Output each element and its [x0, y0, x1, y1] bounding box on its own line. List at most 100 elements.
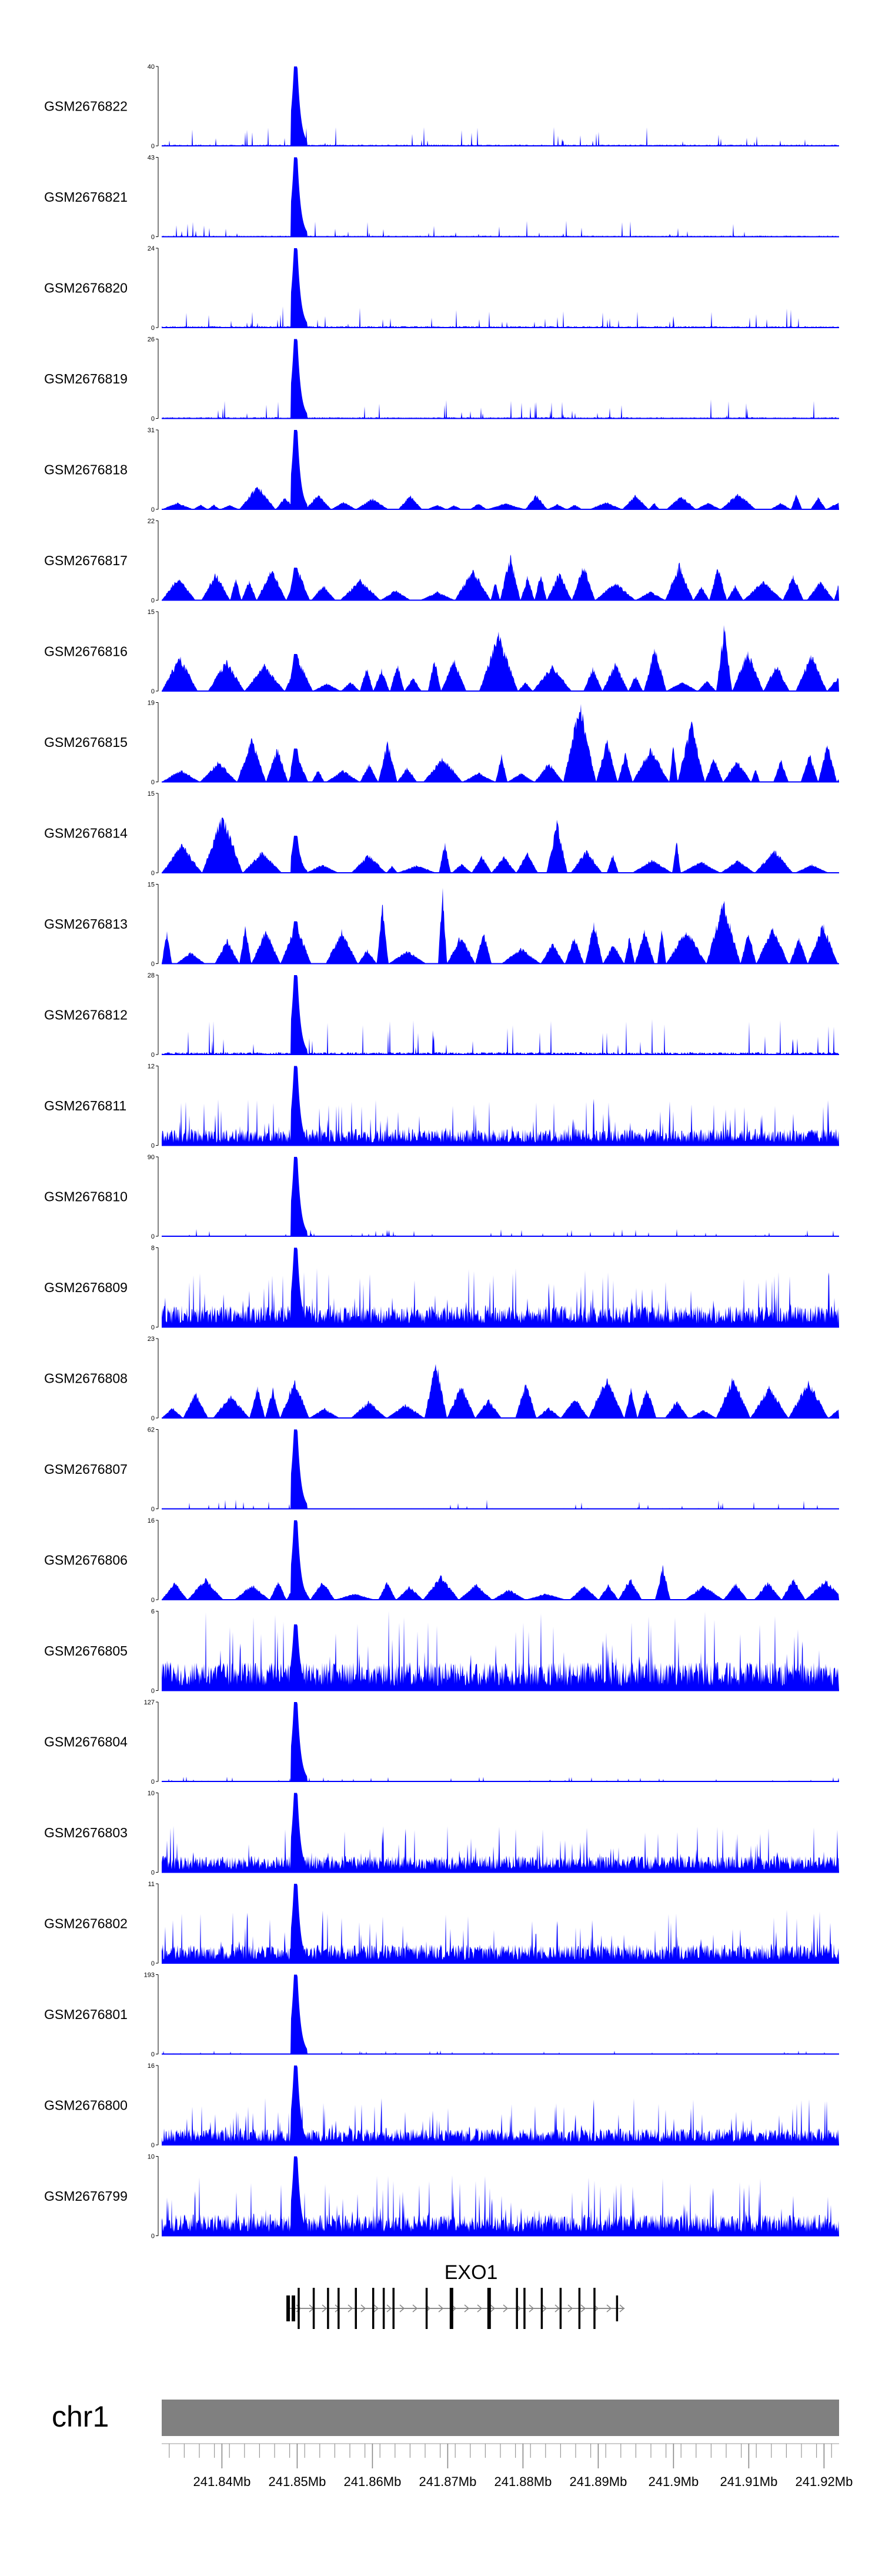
- track-label: GSM2676809: [44, 1280, 128, 1295]
- track-GSM2676819: GSM2676819 26 0: [44, 336, 839, 423]
- y-tick-min: 0: [151, 688, 155, 695]
- strand-arrow: [503, 2304, 509, 2313]
- y-tick-max: 10: [148, 1790, 155, 1797]
- coverage-area: [162, 625, 839, 691]
- gene-exon: [372, 2288, 375, 2329]
- strand-arrow: [399, 2304, 405, 2313]
- strand-arrow: [360, 2304, 366, 2313]
- track-label: GSM2676808: [44, 1371, 128, 1386]
- track-GSM2676822: GSM2676822 40 0: [44, 64, 839, 150]
- track-label: GSM2676810: [44, 1189, 128, 1204]
- ideogram-track: chr1 241.84Mb 241.85Mb 241.86Mb 241.87Mb 241…: [52, 2400, 853, 2489]
- strand-arrow: [619, 2304, 625, 2313]
- y-tick-min: 0: [151, 1143, 155, 1150]
- gene-exon: [559, 2288, 562, 2329]
- gene-exon: [298, 2288, 300, 2329]
- strand-arrow: [322, 2304, 328, 2313]
- y-tick-min: 0: [151, 961, 155, 968]
- y-tick-min: 0: [151, 1052, 155, 1059]
- coverage-area: [162, 1247, 839, 1327]
- track-GSM2676815: GSM2676815 19 0: [44, 700, 839, 786]
- strand-arrow: [386, 2304, 392, 2313]
- x-tick-label: 241.88Mb: [494, 2474, 552, 2489]
- gene-exon: [355, 2288, 357, 2329]
- strand-arrow: [542, 2304, 547, 2313]
- y-tick-max: 28: [148, 972, 155, 979]
- coverage-area: [162, 887, 839, 964]
- y-tick-min: 0: [151, 1960, 155, 1967]
- track-label: GSM2676822: [44, 99, 128, 114]
- coverage-area: [162, 817, 839, 873]
- y-tick-min: 0: [151, 325, 155, 332]
- y-tick-min: 0: [151, 779, 155, 786]
- y-tick-max: 15: [148, 882, 155, 889]
- track-label: GSM2676818: [44, 462, 128, 478]
- y-tick-max: 8: [151, 1245, 155, 1252]
- track-GSM2676817: GSM2676817 22 0: [44, 518, 839, 605]
- coverage-area: [162, 1884, 839, 1963]
- y-tick-max: 16: [148, 1517, 155, 1524]
- y-tick-max: 90: [148, 1154, 155, 1161]
- coverage-area: [162, 1611, 839, 1691]
- coverage-area: [162, 975, 839, 1055]
- track-GSM2676800: GSM2676800 16 0: [44, 2063, 839, 2149]
- strand-arrow: [373, 2304, 379, 2313]
- gene-exon: [382, 2288, 385, 2329]
- y-tick-min: 0: [151, 234, 155, 241]
- gene-label: EXO1: [445, 2261, 498, 2284]
- track-label: GSM2676803: [44, 1825, 128, 1840]
- track-GSM2676802: GSM2676802 11 0: [44, 1881, 839, 1967]
- coverage-area: [162, 554, 839, 600]
- track-label: GSM2676812: [44, 1007, 128, 1023]
- strand-arrow: [567, 2304, 573, 2313]
- track-GSM2676807: GSM2676807 62 0: [44, 1427, 839, 1513]
- track-GSM2676803: GSM2676803 10 0: [44, 1790, 839, 1877]
- coverage-area: [162, 1157, 839, 1236]
- track-GSM2676816: GSM2676816 15 0: [44, 609, 839, 695]
- track-GSM2676812: GSM2676812 28 0: [44, 972, 839, 1059]
- gene-exon: [425, 2288, 428, 2329]
- track-GSM2676801: GSM2676801 193 0: [44, 1972, 839, 2058]
- gene-exon: [593, 2288, 596, 2329]
- strand-arrow: [464, 2304, 470, 2313]
- track-GSM2676814: GSM2676814 15 0: [44, 790, 839, 877]
- gene-exon: [449, 2288, 453, 2329]
- gene-exon: [392, 2288, 395, 2329]
- y-tick-max: 22: [148, 518, 155, 525]
- y-tick-max: 12: [148, 1063, 155, 1070]
- x-tick-label: 241.89Mb: [569, 2474, 627, 2489]
- coverage-area: [162, 1793, 839, 1873]
- x-tick-label: 241.84Mb: [193, 2474, 250, 2489]
- y-tick-min: 0: [151, 1688, 155, 1695]
- track-label: GSM2676813: [44, 916, 128, 932]
- track-label: GSM2676800: [44, 2098, 128, 2113]
- track-label: GSM2676801: [44, 2007, 128, 2022]
- y-tick-min: 0: [151, 2051, 155, 2058]
- track-GSM2676805: GSM2676805 6 0: [44, 1609, 839, 1695]
- gene-exon: [540, 2288, 543, 2329]
- y-tick-max: 23: [148, 1336, 155, 1343]
- chromosome-band: [162, 2400, 839, 2436]
- coverage-area: [162, 66, 839, 146]
- track-label: GSM2676814: [44, 826, 128, 841]
- y-tick-min: 0: [151, 1324, 155, 1332]
- y-tick-max: 31: [148, 427, 155, 434]
- coverage-area: [162, 1702, 839, 1781]
- chromosome-label: chr1: [52, 2400, 109, 2433]
- strand-arrow: [580, 2304, 586, 2313]
- y-tick-max: 62: [148, 1427, 155, 1434]
- track-GSM2676799: GSM2676799 10 0: [44, 2154, 839, 2240]
- track-label: GSM2676816: [44, 644, 128, 659]
- y-tick-min: 0: [151, 143, 155, 150]
- coverage-area: [162, 430, 839, 509]
- gene-track: EXO1: [286, 2261, 625, 2329]
- x-axis: 241.84Mb 241.85Mb 241.86Mb 241.87Mb 241.88Mb…: [162, 2443, 853, 2489]
- strand-arrow: [477, 2304, 483, 2313]
- track-label: GSM2676805: [44, 1643, 128, 1659]
- gene-exon: [286, 2295, 290, 2321]
- y-tick-max: 15: [148, 609, 155, 616]
- y-tick-min: 0: [151, 416, 155, 423]
- track-label: GSM2676811: [44, 1098, 126, 1113]
- track-GSM2676810: GSM2676810 90 0: [44, 1154, 839, 1240]
